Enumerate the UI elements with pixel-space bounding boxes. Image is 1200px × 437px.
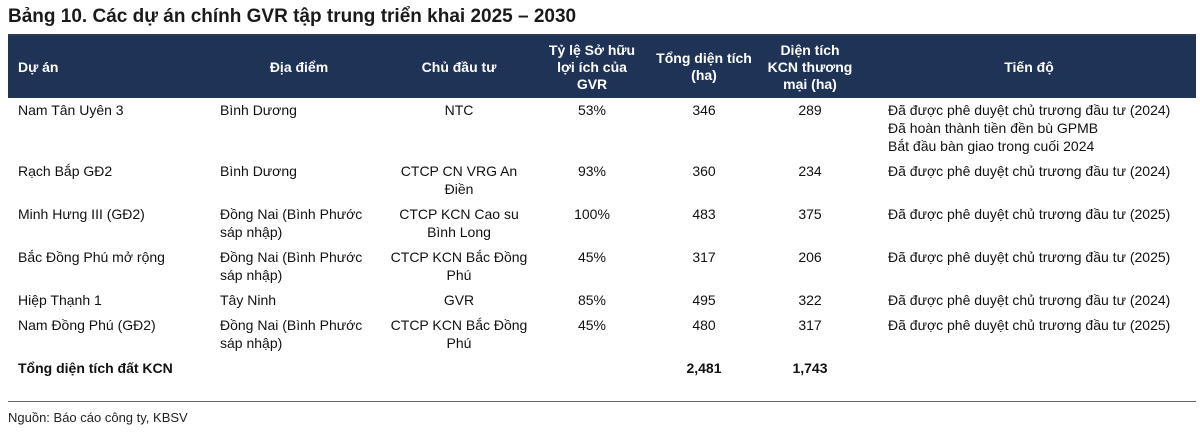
cell-commercial-area: 234 [798, 163, 822, 179]
total-commercial-area: 1,743 [792, 360, 828, 376]
total-total-area: 2,481 [686, 360, 722, 376]
progress-line: Đã được phê duyệt chủ trương đầu tư (202… [888, 249, 1171, 265]
cell-project: Nam Đồng Phú (GĐ2) [18, 317, 156, 333]
projects-table: Dự án Địa điểm Chủ đầu tư Tỷ lệ Sở hữu l… [8, 36, 1196, 381]
total-empty [534, 356, 650, 381]
progress-line: Đã được phê duyệt chủ trương đầu tư (202… [888, 317, 1171, 333]
cell-total-area: 483 [692, 206, 716, 222]
cell-location: Đồng Nai (Bình Phước sáp nhập) [220, 249, 363, 283]
source-note: Nguồn: Báo cáo công ty, KBSV [8, 410, 188, 425]
total-empty [862, 356, 1196, 381]
cell-progress: Đã được phê duyệt chủ trương đầu tư (202… [862, 159, 1196, 202]
progress-line: Đã được phê duyệt chủ trương đầu tư (202… [888, 163, 1171, 179]
table-bottom-divider [8, 401, 1196, 402]
table-row: Rạch Bắp GĐ2 Bình Dương CTCP CN VRG An Điề… [8, 159, 1196, 202]
header-project: Dự án [18, 58, 59, 75]
header-location: Địa điểm [269, 58, 329, 75]
cell-investor: NTC [444, 102, 474, 118]
cell-investor: GVR [443, 292, 475, 308]
cell-total-area: 360 [692, 163, 716, 179]
cell-location: Đồng Nai (Bình Phước sáp nhập) [220, 317, 363, 351]
cell-progress: Đã được phê duyệt chủ trương đầu tư (202… [862, 245, 1196, 288]
total-row: Tổng diện tích đất KCN 2,481 1,743 [8, 356, 1196, 381]
cell-investor: CTCP KCN Cao su Bình Long [399, 206, 519, 240]
total-label: Tổng diện tích đất KCN [18, 360, 173, 376]
table-row: Nam Đồng Phú (GĐ2) Đồng Nai (Bình Phước s… [8, 313, 1196, 356]
table-row: Hiệp Thạnh 1 Tây Ninh GVR 85% 495 322 Đã được … [8, 288, 1196, 313]
table-header-row: Dự án Địa điểm Chủ đầu tư Tỷ lệ Sở hữu l… [8, 36, 1196, 98]
cell-ownership: 93% [577, 163, 607, 179]
cell-ownership: 53% [577, 102, 607, 118]
cell-ownership: 45% [577, 317, 607, 333]
progress-line: Đã hoàn thành tiền đền bù GPMB [888, 120, 1099, 136]
cell-project: Rạch Bắp GĐ2 [18, 163, 113, 179]
cell-commercial-area: 206 [798, 249, 822, 265]
progress-line: Đã được phê duyệt chủ trương đầu tư (202… [888, 206, 1171, 222]
cell-commercial-area: 322 [798, 292, 822, 308]
cell-total-area: 317 [692, 249, 716, 265]
cell-ownership: 100% [574, 206, 610, 222]
table-row: Minh Hưng III (GĐ2) Đồng Nai (Bình Phước … [8, 202, 1196, 245]
header-commercial-area: Diện tích KCN thương mại (ha) [767, 41, 853, 92]
cell-progress: Đã được phê duyệt chủ trương đầu tư (202… [862, 288, 1196, 313]
cell-location: Đồng Nai (Bình Phước sáp nhập) [220, 206, 363, 240]
table-row: Bắc Đồng Phú mở rộng Đồng Nai (Bình Phước… [8, 245, 1196, 288]
cell-ownership: 45% [577, 249, 607, 265]
header-total-area: Tổng diện tích (ha) [656, 50, 752, 83]
table-title: Bảng 10. Các dự án chính GVR tập trung t… [8, 6, 577, 27]
header-ownership: Tỷ lệ Sở hữu lợi ích của GVR [548, 41, 636, 92]
cell-project: Bắc Đồng Phú mở rộng [18, 249, 165, 265]
total-empty [214, 356, 384, 381]
cell-progress: Đã được phê duyệt chủ trương đầu tư (202… [862, 98, 1196, 159]
cell-investor: CTCP KCN Bắc Đồng Phú [390, 317, 528, 351]
cell-commercial-area: 317 [798, 317, 822, 333]
cell-progress: Đã được phê duyệt chủ trương đầu tư (202… [862, 202, 1196, 245]
cell-project: Minh Hưng III (GĐ2) [18, 206, 145, 222]
cell-commercial-area: 375 [798, 206, 822, 222]
cell-total-area: 346 [692, 102, 716, 118]
header-investor: Chủ đầu tư [421, 58, 497, 75]
progress-line: Đã được phê duyệt chủ trương đầu tư (202… [888, 292, 1171, 308]
progress-line: Đã được phê duyệt chủ trương đầu tư (202… [888, 102, 1171, 118]
cell-progress: Đã được phê duyệt chủ trương đầu tư (202… [862, 313, 1196, 356]
total-empty [384, 356, 534, 381]
cell-location: Tây Ninh [220, 292, 277, 308]
cell-location: Bình Dương [220, 163, 297, 179]
table-body: Nam Tân Uyên 3 Bình Dương NTC 53% 346 289 Đã đ… [8, 98, 1196, 381]
cell-project: Hiệp Thạnh 1 [18, 292, 102, 308]
cell-commercial-area: 289 [798, 102, 822, 118]
progress-line: Bắt đầu bàn giao trong cuối 2024 [888, 138, 1095, 154]
cell-total-area: 495 [692, 292, 716, 308]
header-progress: Tiến độ [1004, 58, 1054, 75]
cell-investor: CTCP CN VRG An Điền [400, 163, 518, 197]
cell-total-area: 480 [692, 317, 716, 333]
table-row: Nam Tân Uyên 3 Bình Dương NTC 53% 346 289 Đã đ… [8, 98, 1196, 159]
cell-ownership: 85% [577, 292, 607, 308]
title-divider [8, 34, 1196, 36]
cell-location: Bình Dương [220, 102, 297, 118]
cell-project: Nam Tân Uyên 3 [18, 102, 124, 118]
cell-investor: CTCP KCN Bắc Đồng Phú [390, 249, 528, 283]
